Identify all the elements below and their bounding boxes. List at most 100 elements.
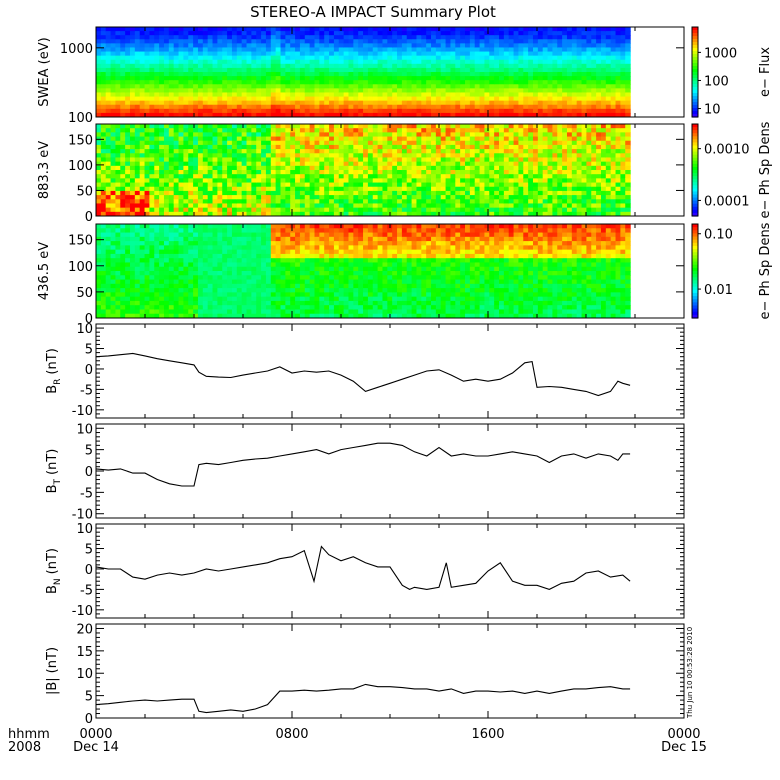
- spectrogram-cell: [358, 63, 364, 69]
- spectrogram-cell: [299, 165, 306, 171]
- spectrogram-cell: [586, 76, 592, 81]
- spectrogram-cell: [416, 31, 422, 36]
- spectrogram-cell: [314, 182, 320, 188]
- spectrogram-cell: [227, 76, 233, 81]
- spectrogram-cell: [261, 92, 267, 98]
- spectrogram-cell: [484, 51, 490, 57]
- spectrogram-cell: [484, 165, 490, 171]
- spectrogram-cell: [353, 157, 359, 163]
- spectrogram-cell: [586, 195, 592, 200]
- spectrogram-cell: [299, 199, 306, 205]
- spectrogram-cell: [625, 35, 631, 40]
- spectrogram-cell: [319, 157, 325, 163]
- spectrogram-cell: [217, 80, 223, 85]
- spectrogram-cell: [188, 108, 194, 114]
- spectrogram-cell: [445, 96, 452, 102]
- spectrogram-cell: [474, 31, 481, 36]
- spectrogram-cell: [163, 174, 170, 179]
- spectrogram-cell: [562, 144, 568, 150]
- spectrogram-cell: [586, 153, 592, 159]
- spectrogram-cell: [270, 207, 277, 213]
- spectrogram-cell: [304, 140, 311, 146]
- spectrogram-cell: [173, 182, 180, 188]
- spectrogram-cell: [625, 144, 631, 150]
- spectrogram-cell: [397, 112, 403, 117]
- spectrogram-cell: [494, 178, 500, 184]
- spectrogram-cell: [426, 211, 432, 216]
- spectrogram-cell: [562, 203, 568, 209]
- spectrogram-cell: [299, 157, 306, 163]
- spectrogram-cell: [445, 92, 452, 98]
- spectrogram-cell: [324, 104, 330, 110]
- spectrogram-cell: [547, 186, 554, 192]
- spectrogram-cell: [100, 165, 107, 171]
- spectrogram-cell: [338, 63, 345, 69]
- spectrogram-cell: [528, 211, 534, 216]
- spectrogram-cell: [159, 92, 165, 98]
- spectrogram-cell: [581, 35, 588, 40]
- spectrogram-cell: [280, 108, 286, 114]
- spectrogram-cell: [542, 80, 549, 85]
- spectrogram-cell: [115, 51, 121, 57]
- spectrogram-cell: [115, 186, 121, 192]
- spectrogram-cell: [431, 100, 437, 106]
- spectrogram-cell: [532, 51, 539, 57]
- spectrogram-cell: [129, 153, 136, 159]
- spectrogram-cell: [547, 199, 554, 205]
- spectrogram-cell: [600, 195, 607, 200]
- spectrogram-cell: [542, 190, 549, 196]
- spectrogram-cell: [494, 80, 500, 85]
- spectrogram-cell: [523, 100, 529, 106]
- spectrogram-cell: [571, 157, 578, 163]
- spectrogram-cell: [387, 39, 393, 44]
- spectrogram-cell: [387, 157, 393, 163]
- spectrogram-cell: [295, 136, 301, 142]
- spectrogram-cell: [154, 43, 160, 49]
- spectrogram-cell: [115, 108, 121, 114]
- spectrogram-cell: [358, 132, 364, 138]
- spectrogram-cell: [562, 92, 568, 98]
- spectrogram-cell: [494, 165, 500, 171]
- spectrogram-cell: [348, 76, 354, 81]
- spectrogram-cell: [202, 140, 209, 146]
- spectrogram-cell: [426, 203, 432, 209]
- spectrogram-cell: [129, 190, 136, 196]
- spectrogram-cell: [202, 211, 209, 216]
- spectrogram-cell: [382, 203, 388, 209]
- spectrogram-cell: [188, 59, 194, 65]
- spectrogram-cell: [333, 203, 340, 209]
- spectrogram-cell: [513, 182, 520, 188]
- spectrogram-cell: [557, 39, 563, 44]
- spectrogram-cell: [440, 165, 447, 171]
- spectrogram-cell: [431, 39, 437, 44]
- spectrogram-cell: [222, 31, 228, 36]
- spectrogram-cell: [431, 96, 437, 102]
- spectrogram-cell: [499, 157, 505, 163]
- spectrogram-cell: [576, 92, 583, 98]
- spectrogram-cell: [110, 211, 117, 216]
- spectrogram-cell: [139, 182, 146, 188]
- spectrogram-cell: [295, 27, 301, 32]
- spectrogram-cell: [222, 203, 228, 209]
- spectrogram-cell: [479, 174, 486, 179]
- spectrogram-cell: [610, 104, 617, 110]
- spectrogram-cell: [343, 174, 350, 179]
- spectrogram-cell: [484, 47, 490, 53]
- spectrogram-cell: [416, 149, 422, 154]
- colorbar-swatch: [692, 176, 698, 180]
- spectrogram-cell: [217, 108, 223, 114]
- spectrogram-cell: [416, 35, 422, 40]
- spectrogram-cell: [576, 144, 583, 150]
- spectrogram-cell: [576, 132, 583, 138]
- spectrogram-cell: [120, 100, 126, 106]
- spectrogram-cell: [295, 67, 301, 73]
- spectrogram-cell: [455, 55, 461, 61]
- spectrogram-cell: [581, 157, 588, 163]
- spectrogram-cell: [202, 88, 209, 94]
- spectrogram-cell: [183, 203, 189, 209]
- spectrogram-cell: [134, 165, 141, 171]
- spectrogram-cell: [421, 207, 427, 213]
- spectrogram-cell: [353, 31, 359, 36]
- spectrogram-cell: [547, 43, 554, 49]
- spectrogram-cell: [115, 88, 121, 94]
